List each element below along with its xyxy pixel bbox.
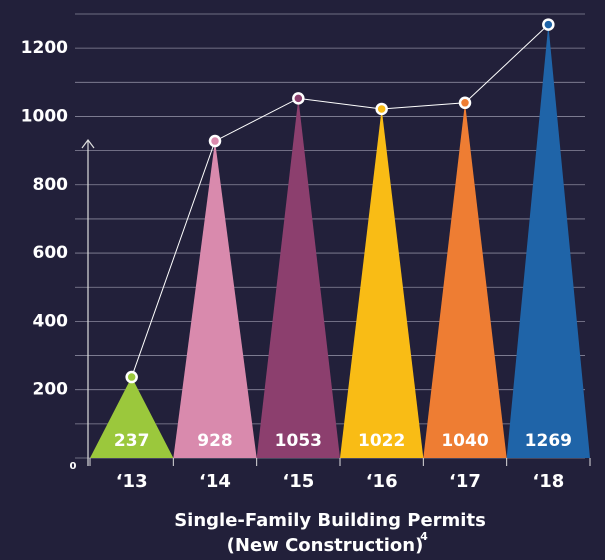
data-label: 928 <box>197 431 233 451</box>
footnote-mark: 4 <box>420 530 428 543</box>
x-tick-label: ‘14 <box>199 471 231 492</box>
spike-bar <box>423 102 507 459</box>
point-marker <box>542 18 555 31</box>
y-tick-label: 1200 <box>21 38 68 58</box>
spike-bar <box>256 98 340 459</box>
point-marker <box>125 370 138 384</box>
x-tick-label: ‘18 <box>532 471 564 492</box>
y-tick-label: 0 <box>70 461 77 472</box>
point-marker <box>208 134 222 148</box>
x-tick-label: ‘17 <box>449 471 481 492</box>
y-tick-label: 600 <box>33 243 69 263</box>
data-label: 1040 <box>441 431 488 451</box>
spike-bar <box>173 141 257 458</box>
chart-subtitle: (New Construction) <box>227 535 424 556</box>
y-tick-label: 400 <box>33 311 69 331</box>
spike-bar <box>90 377 174 458</box>
y-tick-label: 200 <box>33 380 69 400</box>
x-tick-label: ‘15 <box>282 471 314 492</box>
data-label: 1022 <box>358 431 405 451</box>
point-marker <box>292 92 305 105</box>
data-label: 1053 <box>275 431 322 451</box>
data-label: 1269 <box>525 431 572 451</box>
data-label: 237 <box>114 431 150 451</box>
y-tick-label: 800 <box>33 175 69 195</box>
x-tick-label: ‘13 <box>116 471 148 492</box>
y-axis-arrow <box>81 139 95 149</box>
point-marker <box>458 96 472 110</box>
chart-title: Single-Family Building Permits <box>174 510 486 531</box>
point-marker <box>375 102 388 116</box>
trend-line <box>131 24 549 378</box>
x-tick-label: ‘16 <box>366 471 398 492</box>
y-tick-label: 1000 <box>21 106 68 126</box>
spike-bar <box>340 108 424 458</box>
spike-bar <box>506 24 590 458</box>
